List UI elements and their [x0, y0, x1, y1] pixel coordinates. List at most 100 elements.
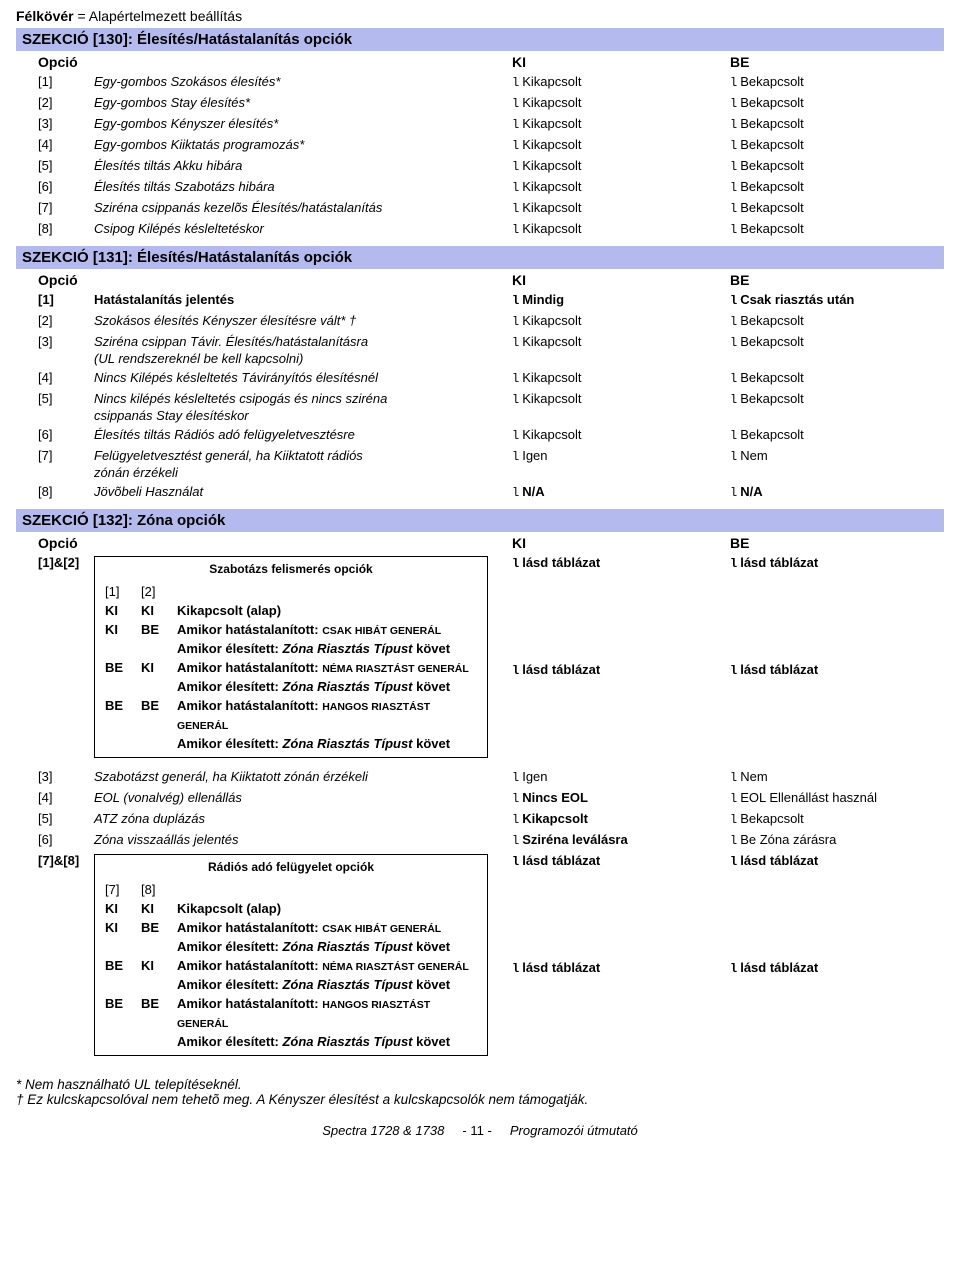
be-value: lBekapcsolt: [726, 332, 944, 368]
radio-supervision-box: Rádiós adó felügyelet opciók [7][8]KIKIK…: [94, 854, 488, 1056]
sub-col-header: [2]: [137, 582, 173, 601]
option-row: [3]Sziréna csippan Távir. Élesítés/hatás…: [16, 332, 944, 368]
be-value: lásd táblázat: [740, 960, 818, 975]
option-row: [3]Szabotázst generál, ha Kiiktatott zón…: [16, 767, 944, 788]
footer-left: Spectra 1728 & 1738: [322, 1123, 444, 1138]
be-value: lásd táblázat: [740, 853, 818, 868]
footnote-asterisk: * Nem használható UL telepítéseknél.: [16, 1077, 944, 1092]
option-number: [2]: [16, 93, 90, 114]
option-description: Élesítés tiltás Akku hibára: [90, 156, 508, 177]
ki-value: lN/A: [508, 482, 726, 503]
option-description: EOL (vonalvég) ellenállás: [90, 788, 508, 809]
ki-value: lSziréna leválásra: [508, 830, 726, 851]
sub-cell: KI: [137, 899, 173, 918]
option-number: [6]: [16, 425, 90, 446]
option-description: Szokásos élesítés Kényszer élesítésre vá…: [90, 311, 508, 332]
ki-value: lásd táblázat: [522, 555, 600, 570]
sub-cell: KI: [101, 899, 137, 918]
ki-value: lKikapcsolt: [508, 219, 726, 240]
sub-col-header: [8]: [137, 880, 173, 899]
sub-row: BEBEAmikor hatástalanított: HANGOS RIASZ…: [101, 696, 481, 753]
sub-cell: BE: [137, 994, 173, 1051]
option-number: [1]&[2]: [16, 553, 90, 660]
option-description: Élesítés tiltás Rádiós adó felügyeletves…: [90, 425, 508, 446]
option-number: [6]: [16, 177, 90, 198]
be-value: lBekapcsolt: [726, 809, 944, 830]
option-description: Nincs kilépés késleltetés csipogás és ni…: [90, 389, 508, 425]
sub-cell: Amikor hatástalanított: CSAK HIBÁT GENER…: [173, 918, 481, 956]
page-footer: Spectra 1728 & 1738 - 11 - Programozói ú…: [16, 1107, 944, 1138]
default-setting-note: Félkövér = Alapértelmezett beállítás: [16, 8, 944, 24]
option-number: [7]: [16, 198, 90, 219]
ki-value: lKikapcsolt: [508, 93, 726, 114]
sub-row: KIBEAmikor hatástalanított: CSAK HIBÁT G…: [101, 620, 481, 658]
sub-cell: Amikor hatástalanított: NÉMA RIASZTÁST G…: [173, 956, 481, 994]
option-row-1-2: [1]&[2] Szabotázs felismerés opciók [1][…: [16, 553, 944, 660]
ki-value: lKikapcsolt: [508, 198, 726, 219]
ki-value: lIgen: [508, 446, 726, 482]
footer-page: - 11 -: [462, 1123, 491, 1138]
sub-col-header: [1]: [101, 582, 137, 601]
ki-value: lKikapcsolt: [508, 425, 726, 446]
section-131-table: Opció KI BE [1]Hatástalanítás jelentéslM…: [16, 269, 944, 503]
col-header-ki: KI: [508, 269, 726, 290]
option-description: Egy-gombos Kiiktatás programozás*: [90, 135, 508, 156]
sub-row: BEKIAmikor hatástalanított: NÉMA RIASZTÁ…: [101, 658, 481, 696]
section-132-table: Opció KI BE [1]&[2] Szabotázs felismerés…: [16, 532, 944, 1065]
ki-value: lKikapcsolt: [508, 177, 726, 198]
option-row: [7]Felügyeletvesztést generál, ha Kiikta…: [16, 446, 944, 482]
sub-cell: BE: [101, 994, 137, 1051]
option-row: [5]Nincs kilépés késleltetés csipogás és…: [16, 389, 944, 425]
sub-cell: Kikapcsolt (alap): [173, 899, 481, 918]
option-description: Egy-gombos Stay élesítés*: [90, 93, 508, 114]
section-130-table: Opció KI BE [1]Egy-gombos Szokásos élesí…: [16, 51, 944, 240]
option-number: [7]&[8]: [16, 851, 90, 958]
option-description: Sziréna csippan Távir. Élesítés/hatástal…: [90, 332, 508, 368]
col-header-option: Opció: [16, 51, 508, 72]
sub-cell: Amikor hatástalanított: HANGOS RIASZTÁST…: [173, 696, 481, 753]
option-row: [6]Élesítés tiltás Szabotázs hibáralKika…: [16, 177, 944, 198]
option-row: [3]Egy-gombos Kényszer élesítés*lKikapcs…: [16, 114, 944, 135]
sub-cell: KI: [101, 601, 137, 620]
ki-value: lásd táblázat: [522, 853, 600, 868]
col-header-option: Opció: [16, 269, 508, 290]
option-description: Hatástalanítás jelentés: [90, 290, 508, 311]
option-number: [3]: [16, 114, 90, 135]
option-number: [3]: [16, 767, 90, 788]
sub-cell: Amikor hatástalanított: CSAK HIBÁT GENER…: [173, 620, 481, 658]
section-130-header: SZEKCIÓ [130]: Élesítés/Hatástalanítás o…: [16, 28, 944, 51]
sub-cell: BE: [137, 918, 173, 956]
be-value: lBe Zóna zárásra: [726, 830, 944, 851]
ki-value: lKikapcsolt: [508, 809, 726, 830]
sabotage-options-box: Szabotázs felismerés opciók [1][2]KIKIKi…: [94, 556, 488, 758]
sub-cell: Amikor hatástalanított: HANGOS RIASZTÁST…: [173, 994, 481, 1051]
option-number: [8]: [16, 482, 90, 503]
option-number: [1]: [16, 72, 90, 93]
footer-right: Programozói útmutató: [510, 1123, 638, 1138]
option-number: [5]: [16, 389, 90, 425]
sub-cell: KI: [101, 918, 137, 956]
section-131-header: SZEKCIÓ [131]: Élesítés/Hatástalanítás o…: [16, 246, 944, 269]
option-row: [6]Zóna visszaállás jelentéslSziréna lev…: [16, 830, 944, 851]
col-header-be: BE: [726, 532, 944, 553]
option-row: [1]Hatástalanítás jelentéslMindiglCsak r…: [16, 290, 944, 311]
sub-row: KIBEAmikor hatástalanított: CSAK HIBÁT G…: [101, 918, 481, 956]
option-row: [8]Jövõbeli HasználatlN/AlN/A: [16, 482, 944, 503]
be-value: lásd táblázat: [740, 662, 818, 677]
option-row-7-8: [7]&[8] Rádiós adó felügyelet opciók [7]…: [16, 851, 944, 958]
sub-cell: BE: [137, 696, 173, 753]
option-row: [5]Élesítés tiltás Akku hibáralKikapcsol…: [16, 156, 944, 177]
option-number: [1]: [16, 290, 90, 311]
sub-row: KIKIKikapcsolt (alap): [101, 899, 481, 918]
option-row: [5]ATZ zóna duplázáslKikapcsoltlBekapcso…: [16, 809, 944, 830]
ki-value: lKikapcsolt: [508, 156, 726, 177]
be-value: lBekapcsolt: [726, 114, 944, 135]
be-value: lNem: [726, 446, 944, 482]
bold-word: Félkövér: [16, 8, 74, 24]
option-number: [8]: [16, 219, 90, 240]
ki-value: lKikapcsolt: [508, 389, 726, 425]
ki-value: lMindig: [508, 290, 726, 311]
be-value: lEOL Ellenállást használ: [726, 788, 944, 809]
be-value: lBekapcsolt: [726, 425, 944, 446]
sub-cell: BE: [101, 658, 137, 696]
